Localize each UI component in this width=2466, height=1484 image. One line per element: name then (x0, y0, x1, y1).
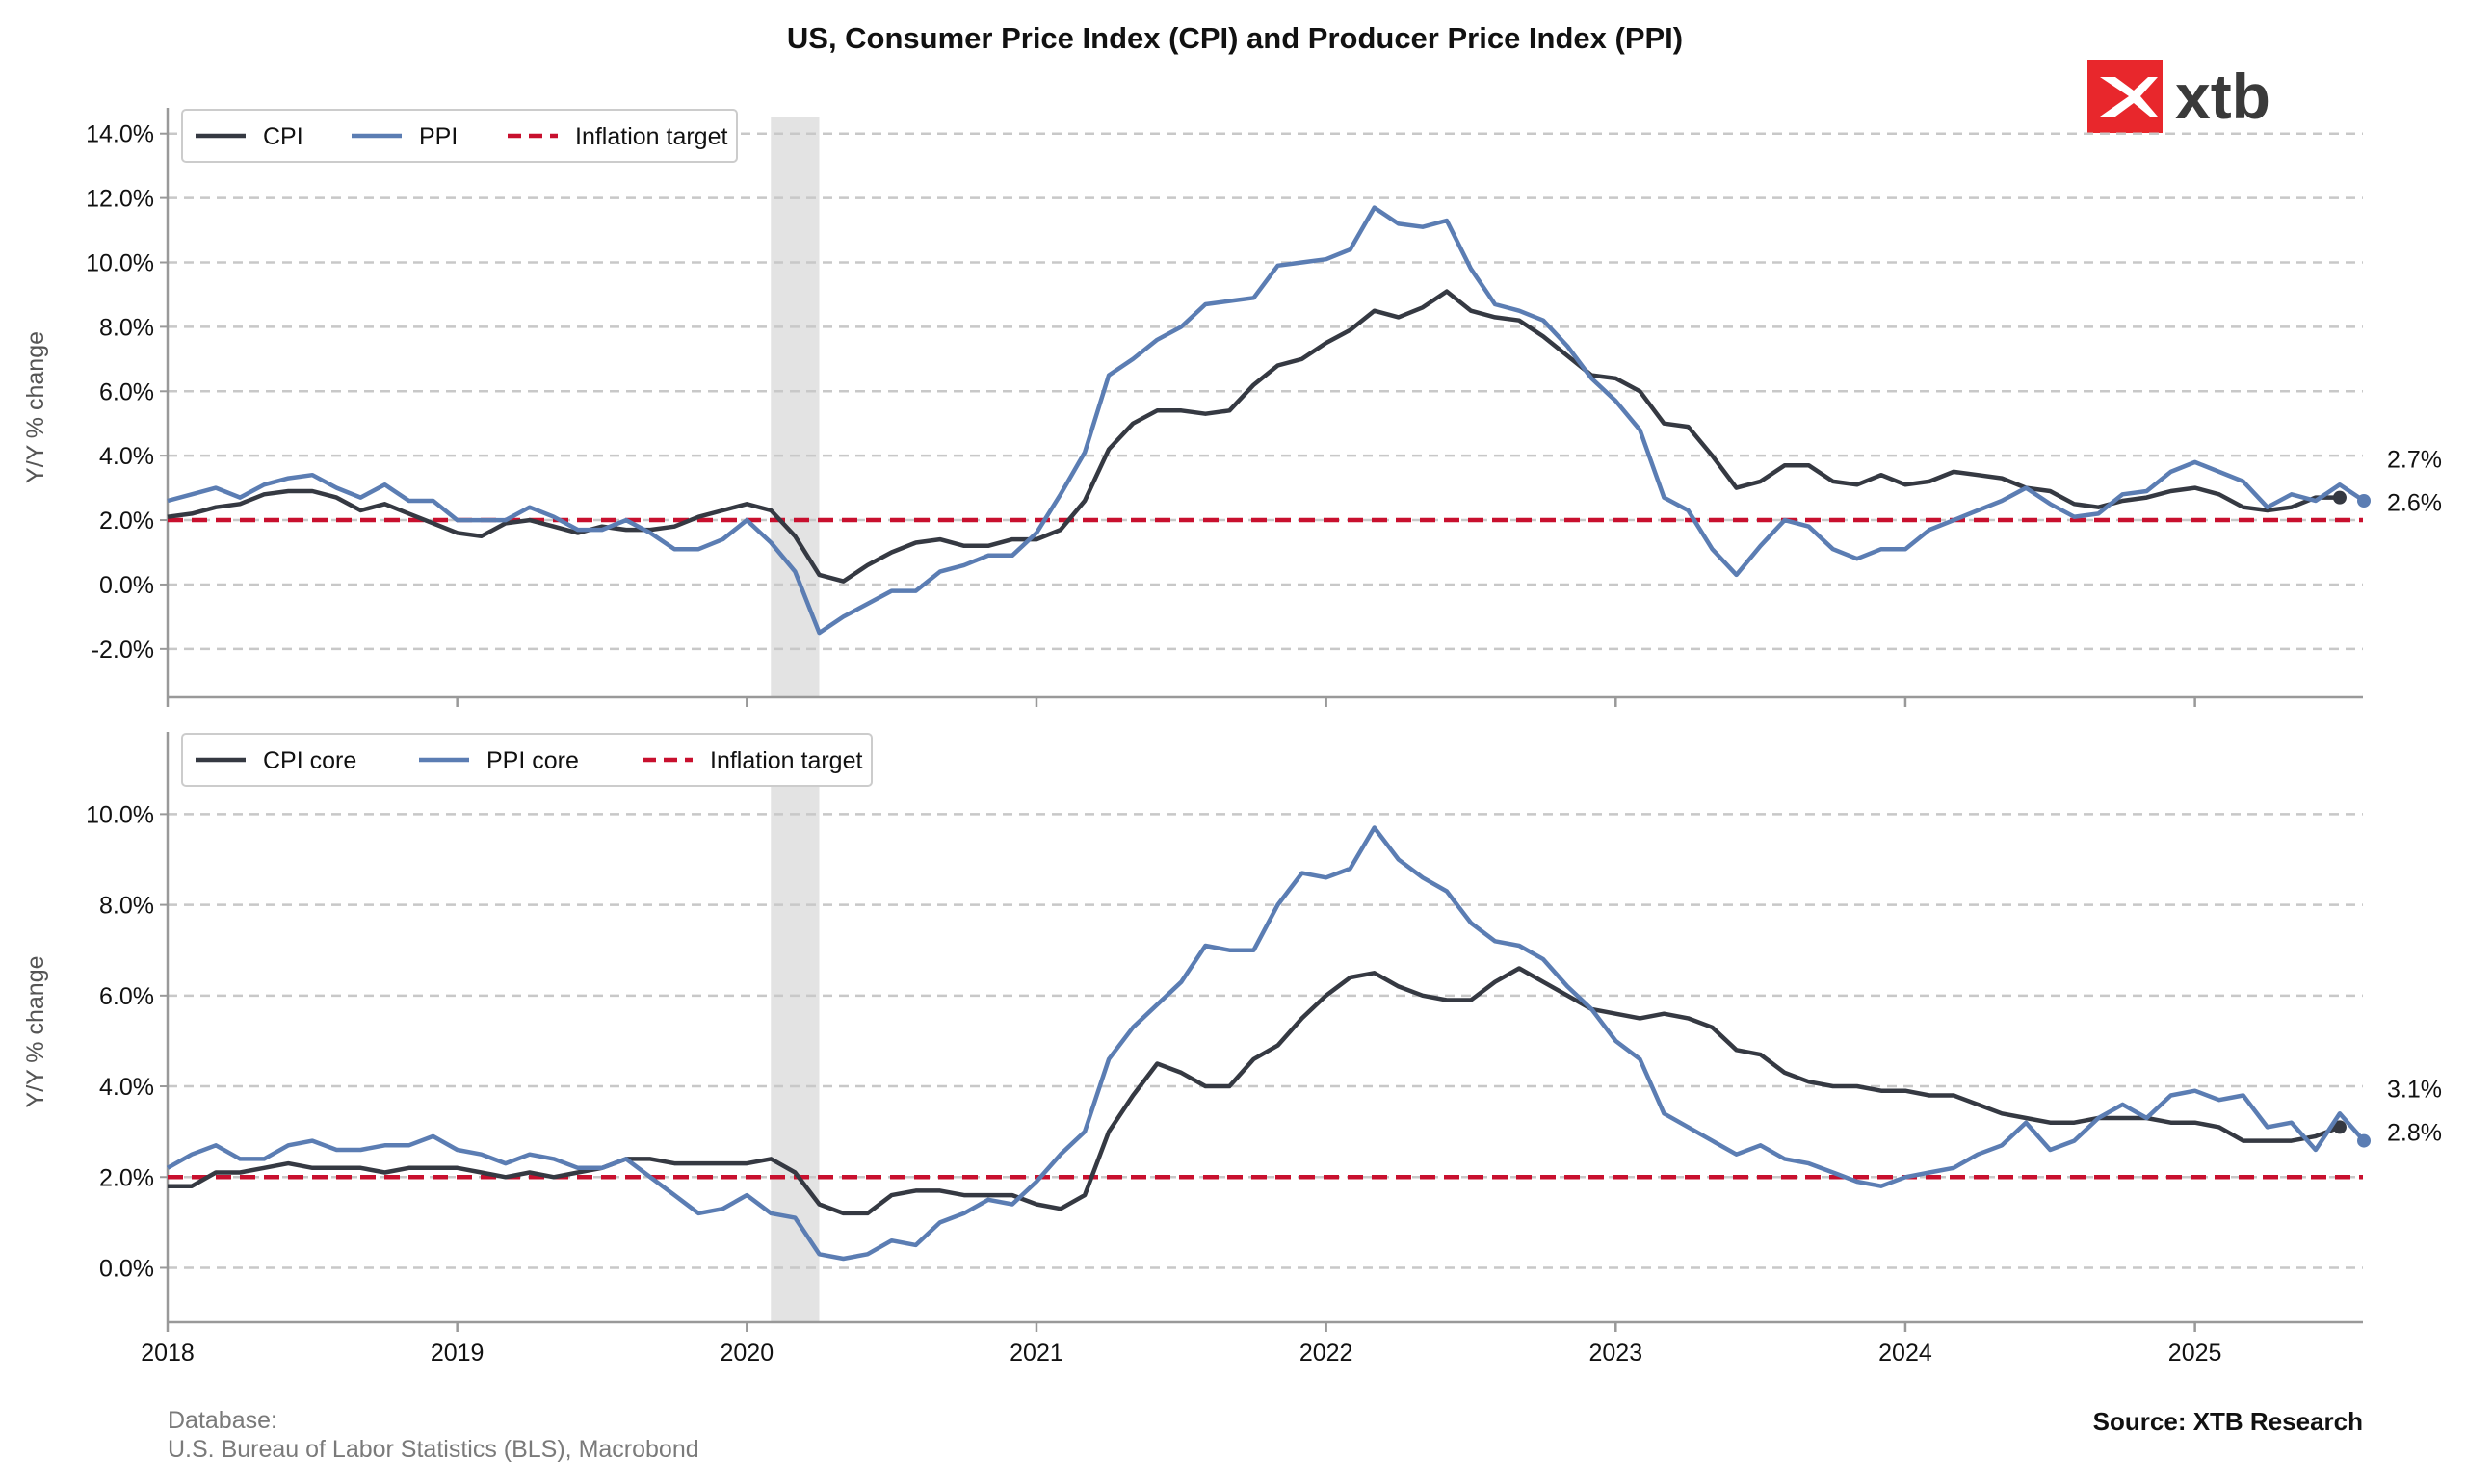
ppi-series-line (167, 205, 2366, 636)
x-tick-label: 2019 (431, 1340, 485, 1367)
ppi-end-marker (2357, 493, 2372, 508)
recession-shade (771, 742, 820, 1322)
top-panel-cpi-ppi: -2.0% 0.0% 2.0% 4.0% 6.0% 8.0% 10.0% 12.0% 14.0%… (22, 108, 2442, 707)
legend-label-0: CPI core (263, 747, 356, 774)
y-tick-label: 2.0% (99, 508, 154, 534)
chart-title: US, Consumer Price Index (CPI) and Produ… (787, 21, 1683, 55)
ppi-end-marker (2357, 1133, 2372, 1148)
xtb-logo: xtb (2087, 60, 2270, 133)
end-label-cpi: 3.1% (2387, 1076, 2442, 1103)
x-tick-label: 2023 (1588, 1340, 1642, 1367)
x-tick-label: 2020 (721, 1340, 774, 1367)
y-tick-label: 14.0% (86, 121, 154, 148)
cpi-end-marker (2332, 490, 2347, 505)
x-tick-label: 2021 (1010, 1340, 1063, 1367)
legend-label-2: Inflation target (710, 747, 862, 774)
legend-box (181, 109, 738, 163)
recession-shade (771, 117, 820, 697)
legend: CPI PPI Inflation target (181, 109, 738, 163)
legend-label-1: PPI core (486, 747, 579, 774)
legend-label-2: Inflation target (575, 123, 727, 150)
x-tick-label: 2025 (2168, 1340, 2222, 1367)
x-tick-label: 2018 (141, 1340, 195, 1367)
ppi-series-line (166, 825, 2366, 1262)
y-axis-label: Y/Y % change (22, 331, 49, 483)
y-tick-label: 2.0% (99, 1164, 154, 1191)
y-axis-label: Y/Y % change (22, 956, 49, 1108)
x-tick-label: 2024 (1878, 1340, 1932, 1367)
end-label-cpi: 2.7% (2387, 447, 2442, 474)
source-label: Source: XTB Research (2093, 1407, 2363, 1436)
cpi-end-marker (2332, 1120, 2347, 1134)
legend-label-1: PPI (419, 123, 458, 150)
xtb-logo-text: xtb (2175, 61, 2270, 132)
end-label-ppi: 2.6% (2387, 490, 2442, 517)
y-tick-label: 12.0% (86, 186, 154, 213)
xtb-x-logo-mark (2100, 77, 2158, 117)
y-tick-label: 6.0% (99, 983, 154, 1010)
cpi-series-line (167, 289, 2340, 584)
y-tick-label: 4.0% (99, 1074, 154, 1101)
y-tick-label: 0.0% (99, 572, 154, 599)
legend: CPI core PPI core Inflation target (181, 733, 873, 787)
x-tick-label: 2022 (1299, 1340, 1353, 1367)
y-tick-label: 6.0% (99, 378, 154, 405)
y-tick-label: 0.0% (99, 1255, 154, 1282)
y-tick-label: -2.0% (92, 637, 154, 664)
cpi-series-line (168, 966, 2341, 1216)
xtb-x-logo-icon (2087, 60, 2163, 133)
y-tick-label: 10.0% (86, 801, 154, 828)
y-tick-label: 8.0% (99, 893, 154, 920)
bottom-panel-core: 0.0% 2.0% 4.0% 6.0% 8.0% 10.0% 2018 2019 2020 202… (22, 732, 2442, 1367)
legend-label-0: CPI (263, 123, 303, 150)
database-label: Database: (168, 1407, 277, 1434)
legend-box (181, 733, 873, 787)
y-tick-label: 8.0% (99, 314, 154, 341)
database-source: U.S. Bureau of Labor Statistics (BLS), M… (168, 1436, 699, 1463)
y-tick-label: 4.0% (99, 443, 154, 470)
y-tick-label: 10.0% (86, 250, 154, 277)
end-label-ppi: 2.8% (2387, 1119, 2442, 1146)
